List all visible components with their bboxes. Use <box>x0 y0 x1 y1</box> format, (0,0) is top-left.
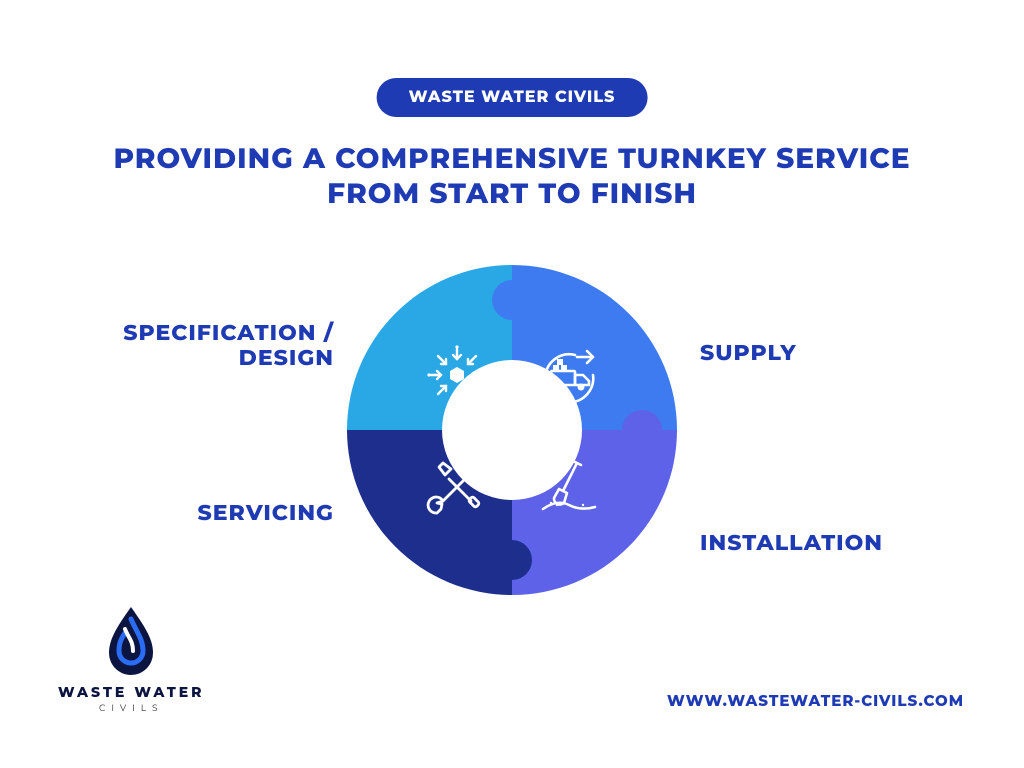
label-spec-text: SPECIFICATION /DESIGN <box>123 319 334 371</box>
label-service-text: SERVICING <box>198 499 334 526</box>
logo-text: WASTE WATER <box>58 683 205 701</box>
label-install-text: INSTALLATION <box>700 529 883 556</box>
company-logo: WASTE WATER CIVILS <box>58 605 205 714</box>
truck-icon <box>537 343 601 407</box>
label-supply-text: SUPPLY <box>700 339 797 366</box>
title-line-1: PROVIDING A COMPREHENSIVE TURNKEY SERVIC… <box>113 142 910 176</box>
logo-subtext: CIVILS <box>58 703 205 714</box>
label-supply: SUPPLY <box>700 340 960 365</box>
logo-flame-icon <box>103 605 159 677</box>
website-url: WWW.WASTEWATER-CIVILS.COM <box>667 691 964 710</box>
donut-svg <box>347 265 677 595</box>
brand-pill-text: WASTE WATER CIVILS <box>409 88 616 107</box>
shovel-icon <box>537 455 601 519</box>
label-install: INSTALLATION <box>700 530 960 555</box>
donut-chart <box>347 265 677 595</box>
title-line-2: FROM START TO FINISH <box>327 177 697 211</box>
design-icon <box>425 343 489 407</box>
label-service: SERVICING <box>74 500 334 525</box>
infographic-stage: WASTE WATER CIVILS PROVIDING A COMPREHEN… <box>0 0 1024 768</box>
page-title: PROVIDING A COMPREHENSIVE TURNKEY SERVIC… <box>72 142 952 212</box>
tools-icon <box>425 455 489 519</box>
label-spec: SPECIFICATION /DESIGN <box>74 320 334 371</box>
brand-pill: WASTE WATER CIVILS <box>377 78 648 117</box>
